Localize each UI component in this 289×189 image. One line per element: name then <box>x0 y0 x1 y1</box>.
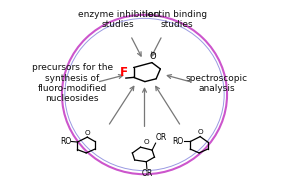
Text: OR: OR <box>156 133 167 142</box>
Text: enzyme inhibition
studies: enzyme inhibition studies <box>77 10 159 29</box>
Text: F: F <box>120 66 128 79</box>
Text: O: O <box>149 52 156 61</box>
Text: RO: RO <box>60 137 71 146</box>
Text: RO: RO <box>173 137 184 146</box>
Text: lectin binding
studies: lectin binding studies <box>145 10 208 29</box>
Text: OR: OR <box>141 170 153 178</box>
Text: O: O <box>198 129 203 136</box>
Text: precursors for the
synthesis of
fluoro-modified
nucleosides: precursors for the synthesis of fluoro-m… <box>32 63 113 103</box>
Text: O: O <box>85 130 90 136</box>
Text: spectroscopic
analysis: spectroscopic analysis <box>186 74 248 93</box>
Text: O: O <box>144 139 150 146</box>
